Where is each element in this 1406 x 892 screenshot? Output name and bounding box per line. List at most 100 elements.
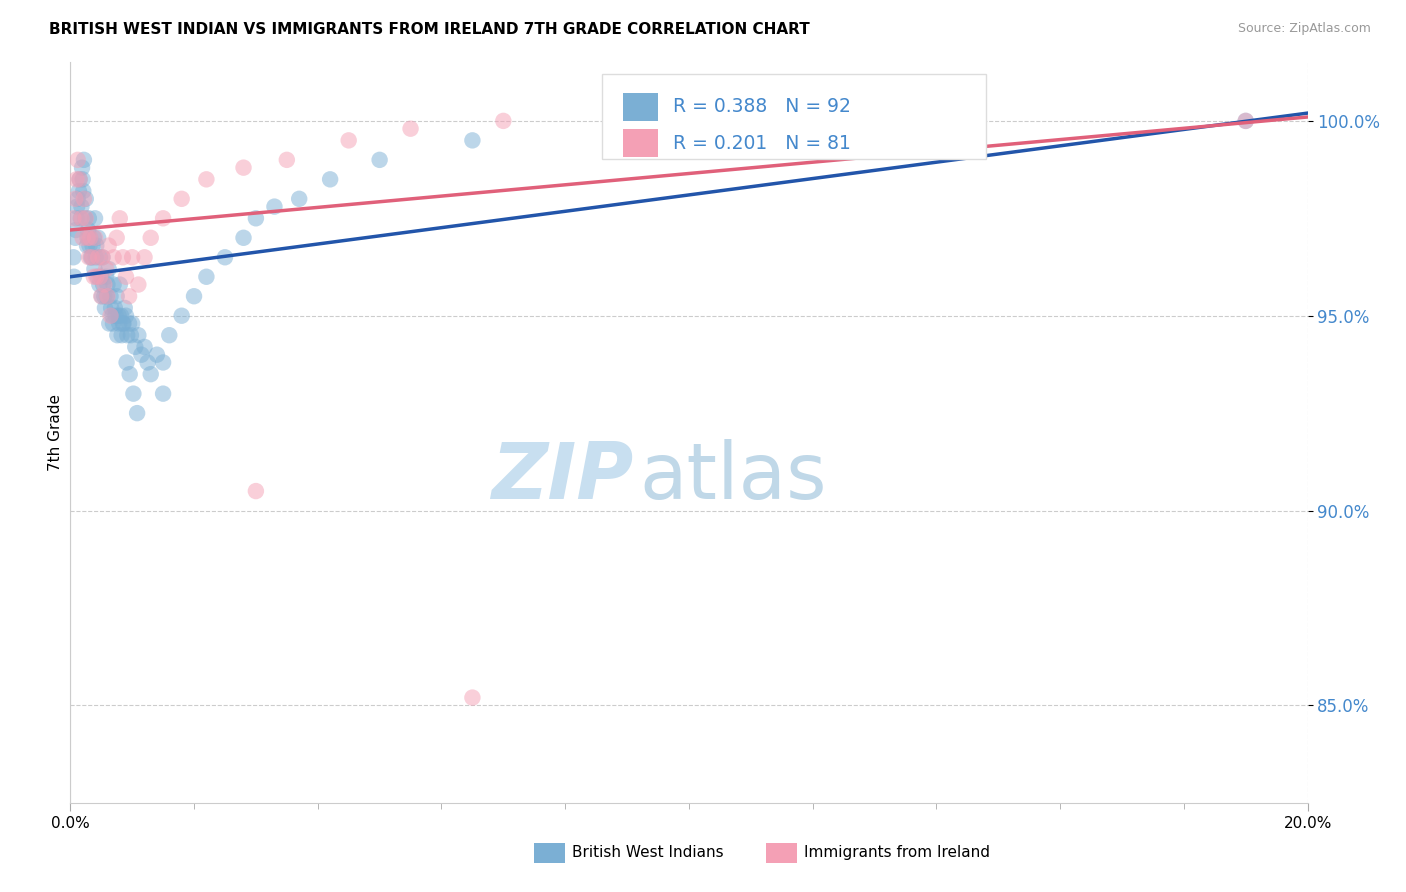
Point: [118, 367, 141, 381]
Text: ZIP: ZIP: [491, 439, 633, 515]
Point: [131, 348, 153, 362]
Point: [399, 121, 422, 136]
Point: [127, 277, 149, 292]
Point: [98, 317, 121, 331]
Point: [89, 250, 111, 264]
Point: [616, 114, 638, 128]
Point: [120, 328, 142, 343]
Point: [76, 231, 98, 245]
Text: British West Indians: British West Indians: [572, 846, 724, 860]
Point: [152, 386, 174, 401]
Point: [76, 231, 98, 245]
Point: [170, 192, 193, 206]
Point: [90, 289, 112, 303]
Point: [93, 277, 115, 292]
Point: [245, 211, 267, 226]
Point: [66, 192, 89, 206]
Point: [124, 340, 146, 354]
Point: [103, 250, 125, 264]
Point: [65, 192, 87, 206]
Text: Immigrants from Ireland: Immigrants from Ireland: [804, 846, 990, 860]
Point: [79, 238, 101, 252]
Point: [100, 301, 122, 315]
Point: [72, 172, 94, 186]
Point: [76, 238, 98, 252]
Point: [75, 211, 97, 226]
Point: [65, 172, 87, 186]
Point: [152, 211, 174, 226]
Point: [127, 406, 149, 420]
Point: [111, 250, 134, 264]
Point: [115, 328, 138, 343]
Point: [83, 231, 105, 245]
Y-axis label: 7th Grade: 7th Grade: [48, 394, 63, 471]
Point: [121, 317, 143, 331]
Point: [75, 192, 97, 206]
Point: [70, 200, 93, 214]
Point: [80, 250, 103, 264]
Point: [79, 231, 101, 245]
FancyBboxPatch shape: [602, 73, 986, 159]
Point: [105, 231, 128, 245]
Point: [96, 289, 118, 303]
Point: [368, 153, 391, 167]
Point: [110, 309, 132, 323]
Bar: [623, 129, 658, 157]
Point: [1234, 114, 1257, 128]
Point: [319, 172, 342, 186]
Text: R = 0.201   N = 81: R = 0.201 N = 81: [673, 134, 851, 153]
Point: [69, 211, 91, 226]
Point: [96, 262, 118, 277]
Point: [83, 262, 105, 277]
Point: [170, 309, 193, 323]
Point: [75, 211, 97, 226]
Point: [136, 355, 159, 369]
Point: [97, 262, 120, 277]
Point: [80, 250, 103, 264]
Point: [84, 250, 107, 264]
Point: [97, 238, 120, 252]
Point: [183, 289, 205, 303]
Point: [90, 289, 112, 303]
Point: [72, 184, 94, 198]
Point: [288, 192, 311, 206]
Point: [84, 238, 107, 252]
Point: [67, 184, 90, 198]
Point: [122, 386, 145, 401]
Point: [73, 192, 96, 206]
Point: [93, 289, 115, 303]
Point: [91, 277, 114, 292]
Point: [70, 211, 93, 226]
Point: [146, 348, 169, 362]
Point: [616, 114, 638, 128]
Point: [89, 269, 111, 284]
Point: [461, 133, 484, 147]
Point: [62, 211, 84, 226]
Point: [195, 269, 218, 284]
Point: [114, 301, 136, 315]
Text: BRITISH WEST INDIAN VS IMMIGRANTS FROM IRELAND 7TH GRADE CORRELATION CHART: BRITISH WEST INDIAN VS IMMIGRANTS FROM I…: [49, 22, 810, 37]
Point: [89, 277, 111, 292]
Point: [79, 231, 101, 245]
Point: [152, 355, 174, 369]
Point: [139, 231, 162, 245]
Point: [111, 328, 134, 343]
Point: [115, 355, 138, 369]
Point: [107, 309, 129, 323]
Point: [111, 317, 134, 331]
Point: [492, 114, 515, 128]
Point: [100, 289, 122, 303]
Point: [108, 211, 131, 226]
Text: R = 0.388   N = 92: R = 0.388 N = 92: [673, 97, 851, 116]
Point: [77, 223, 100, 237]
Point: [100, 309, 122, 323]
Point: [72, 231, 94, 245]
Point: [104, 309, 127, 323]
Point: [214, 250, 236, 264]
Point: [118, 317, 141, 331]
Point: [69, 172, 91, 186]
Point: [96, 277, 118, 292]
Point: [96, 269, 118, 284]
Point: [157, 328, 180, 343]
Point: [70, 161, 93, 175]
